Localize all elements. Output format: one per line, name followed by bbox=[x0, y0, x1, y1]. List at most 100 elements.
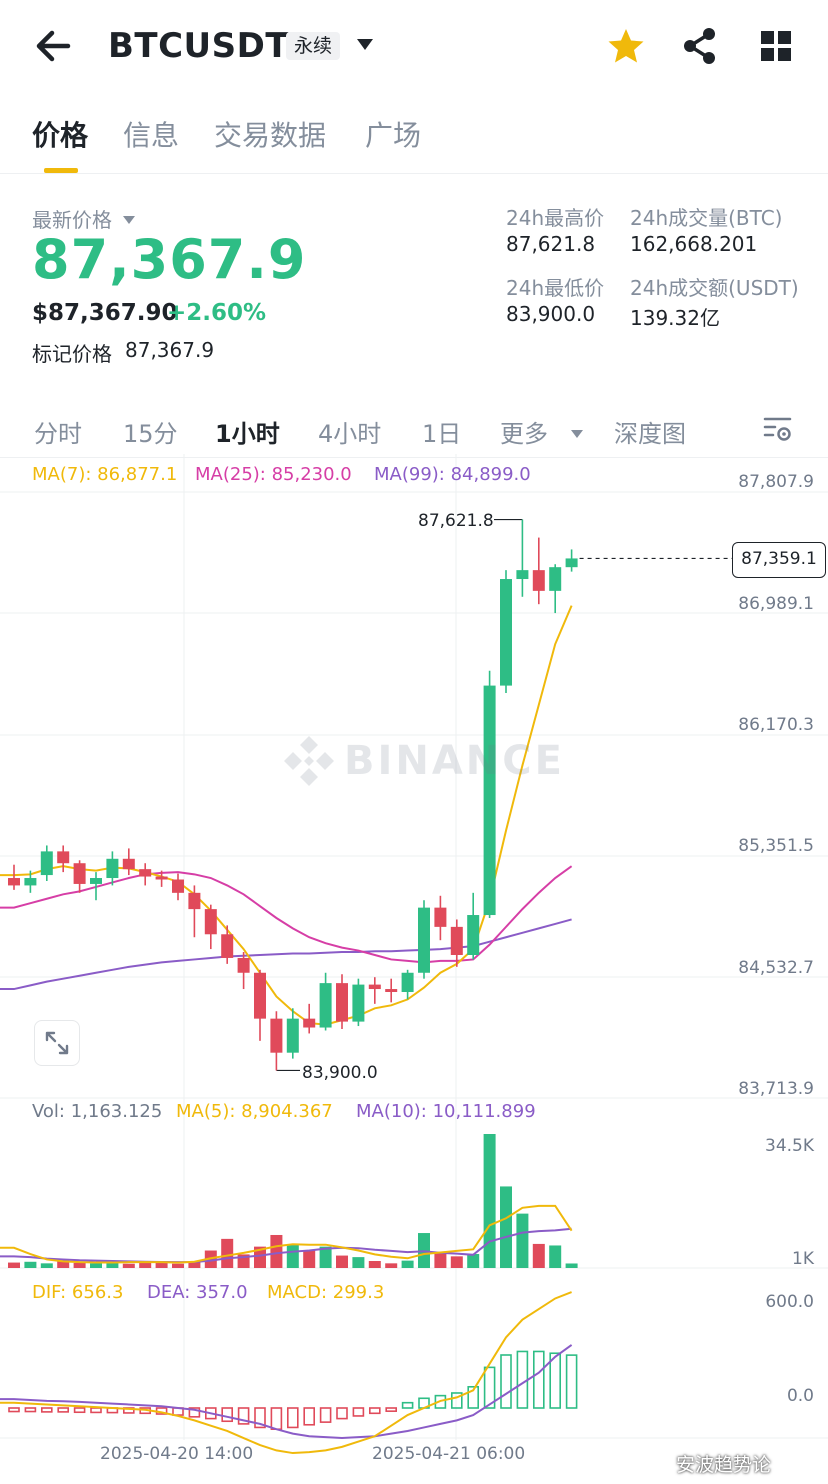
candles bbox=[8, 519, 578, 1071]
candle bbox=[549, 567, 562, 591]
candle bbox=[254, 972, 266, 1019]
candle bbox=[516, 570, 529, 580]
caret-down-icon bbox=[570, 430, 583, 438]
volume-bar bbox=[368, 1261, 381, 1268]
arrow-left-icon[interactable] bbox=[30, 24, 76, 68]
ma99-line bbox=[0, 918, 572, 991]
binance-logo-icon bbox=[284, 736, 334, 786]
indicator-lines bbox=[0, 518, 732, 1072]
interval-1h[interactable]: 1小时 bbox=[215, 420, 280, 448]
volume-ma10-legend: MA(10): 10,111.899 bbox=[356, 1101, 536, 1122]
ma7-legend: MA(7): 86,877.1 bbox=[32, 464, 178, 485]
chevron-down-icon[interactable] bbox=[356, 38, 374, 52]
volume-ma5-legend: MA(5): 8,904.367 bbox=[176, 1101, 333, 1122]
y-tick-label: 86,170.3 bbox=[738, 715, 814, 735]
macd-bar bbox=[40, 1407, 53, 1413]
ma99-legend: MA(99): 84,899.0 bbox=[374, 464, 531, 485]
volume-bars bbox=[0, 1134, 578, 1268]
interval-1d[interactable]: 1日 bbox=[422, 420, 462, 448]
candle bbox=[24, 878, 37, 886]
volume-bar bbox=[24, 1261, 37, 1268]
macd-bar bbox=[450, 1392, 463, 1409]
dif-line bbox=[0, 1291, 572, 1455]
macd-bar bbox=[303, 1407, 316, 1426]
volume-bar bbox=[188, 1261, 201, 1268]
volume-bar bbox=[450, 1256, 463, 1268]
mark-price: 87,367.9 bbox=[125, 338, 215, 362]
y-tick-label: 86,989.1 bbox=[738, 594, 814, 614]
last-price: 87,367.9 bbox=[32, 228, 307, 291]
macd-bar bbox=[57, 1407, 70, 1413]
volume-bar bbox=[434, 1252, 447, 1268]
dea-line bbox=[0, 1344, 573, 1440]
candle bbox=[368, 984, 381, 990]
volume-bar bbox=[90, 1263, 102, 1268]
volume-bar bbox=[516, 1213, 529, 1268]
macd-bar bbox=[368, 1407, 381, 1415]
low-label: 24h最低价 bbox=[506, 276, 605, 300]
macd-bar bbox=[319, 1407, 332, 1423]
volume-ma5-line bbox=[0, 1204, 573, 1264]
macd-bar bbox=[336, 1407, 348, 1420]
volume-usdt-value: 139.32亿 bbox=[630, 306, 720, 330]
macd-bar bbox=[237, 1407, 250, 1425]
volume-bar bbox=[401, 1260, 414, 1268]
high-value: 87,621.8 bbox=[506, 232, 596, 256]
expand-chart-button[interactable] bbox=[34, 1020, 80, 1066]
macd-bar bbox=[24, 1407, 37, 1413]
volume-bar bbox=[500, 1186, 512, 1268]
volume-bar bbox=[270, 1234, 283, 1268]
y-tick-label: 83,713.9 bbox=[738, 1079, 814, 1099]
candle bbox=[336, 983, 348, 1022]
main-tabs: 价格 信息 交易数据 广场 bbox=[0, 100, 828, 174]
last-price-label[interactable]: 最新价格 bbox=[32, 204, 136, 233]
macd-bar bbox=[286, 1407, 299, 1429]
candle bbox=[303, 1018, 316, 1028]
grid-icon[interactable] bbox=[756, 26, 796, 66]
contract-type-badge: 永续 bbox=[286, 32, 341, 60]
depth-chart-tab[interactable]: 深度图 bbox=[614, 420, 686, 448]
macd-bar bbox=[385, 1407, 398, 1412]
volume-btc-label: 24h成交量(BTC) bbox=[630, 206, 783, 230]
volume-bar bbox=[319, 1246, 332, 1268]
macd-bar bbox=[401, 1401, 414, 1409]
macd-bar bbox=[188, 1407, 201, 1418]
macd-bar bbox=[221, 1407, 233, 1423]
share-icon[interactable] bbox=[680, 26, 720, 66]
volume-bar bbox=[57, 1260, 70, 1268]
candle bbox=[8, 878, 20, 886]
interval-15m[interactable]: 15分 bbox=[123, 420, 178, 448]
tab-price[interactable]: 价格 bbox=[32, 119, 89, 152]
macd-y-tick: 600.0 bbox=[765, 1292, 814, 1312]
tab-trading-data[interactable]: 交易数据 bbox=[214, 119, 327, 152]
candle bbox=[319, 983, 332, 1028]
dea-legend: DEA: 357.0 bbox=[147, 1282, 248, 1303]
candle bbox=[385, 989, 398, 993]
symbol-title[interactable]: BTCUSDT bbox=[108, 26, 290, 66]
x-axis-label: 2025-04-20 14:00 bbox=[100, 1444, 254, 1464]
star-icon[interactable] bbox=[606, 26, 646, 66]
caret-down-icon bbox=[123, 216, 136, 224]
active-tab-indicator bbox=[44, 168, 78, 173]
candle bbox=[106, 858, 119, 879]
volume-ma10-line bbox=[0, 1227, 572, 1264]
interval-timeline[interactable]: 分时 bbox=[34, 420, 82, 448]
high-annotation: 87,621.8 bbox=[418, 511, 494, 531]
candlestick-chart[interactable] bbox=[0, 440, 828, 1480]
macd-bar bbox=[516, 1350, 529, 1409]
price-change-percent: +2.60% bbox=[167, 300, 267, 326]
expand-icon bbox=[45, 1031, 69, 1055]
tab-info[interactable]: 信息 bbox=[123, 119, 180, 152]
volume-bar bbox=[155, 1262, 168, 1268]
macd-bar bbox=[254, 1407, 266, 1429]
interval-more[interactable]: 更多 bbox=[500, 414, 584, 449]
candle bbox=[352, 984, 365, 1022]
tab-square[interactable]: 广场 bbox=[365, 119, 422, 152]
current-price-tag: 87,359.1 bbox=[732, 542, 826, 578]
chart-settings-icon[interactable] bbox=[762, 414, 794, 444]
candle bbox=[139, 869, 152, 877]
candle bbox=[122, 858, 135, 870]
interval-4h[interactable]: 4小时 bbox=[318, 420, 382, 448]
volume-bar bbox=[336, 1255, 348, 1268]
watermark-text: BINANCE bbox=[344, 738, 565, 784]
